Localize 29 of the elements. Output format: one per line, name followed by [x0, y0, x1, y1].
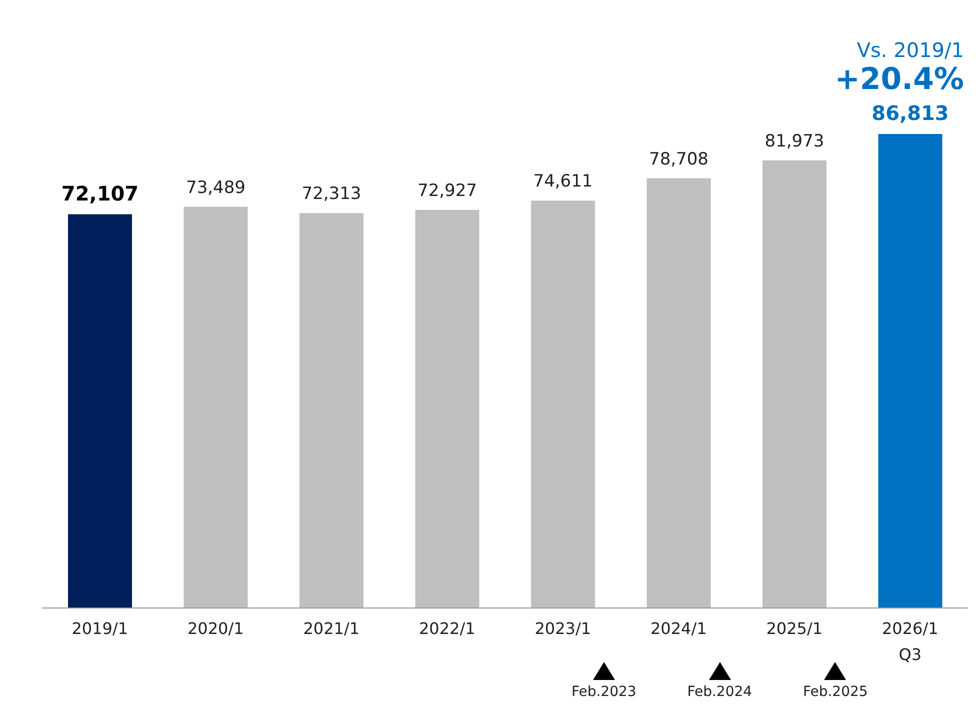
bar — [415, 210, 480, 608]
data-label: 72,107 — [61, 181, 139, 206]
x-tick-label: 2026/1 Q3 — [882, 619, 938, 664]
x-tick-label: 2019/1 — [72, 619, 128, 638]
data-label: 73,489 — [186, 178, 246, 198]
data-label: 81,973 — [764, 131, 824, 152]
bar — [878, 134, 942, 608]
text: Feb.2024 — [686, 684, 754, 700]
bar — [184, 206, 248, 608]
text: Feb.2025 — [802, 684, 869, 700]
x-tick-label: 2021/1 — [303, 619, 360, 638]
data-label: 78,708 — [649, 149, 708, 170]
data-label: 72,313 — [302, 184, 362, 204]
data-label: 86,813 — [872, 101, 949, 125]
text: Vs. 2019/1 — [856, 38, 964, 62]
x-tick-label: 2022/1 — [418, 619, 476, 638]
x-tick-label: 2023/1 — [534, 619, 592, 638]
bar — [646, 178, 711, 608]
bar — [68, 214, 132, 608]
text: Feb.2023 — [570, 684, 638, 700]
text: +20.4% — [834, 62, 964, 98]
bar — [762, 160, 826, 608]
bar — [300, 213, 364, 608]
x-tick-label: 2024/1 — [650, 619, 707, 638]
data-label: 72,927 — [418, 180, 477, 201]
x-tick-label: 2020/1 — [187, 619, 244, 638]
data-label: 74,611 — [533, 172, 593, 192]
bar — [531, 200, 595, 608]
x-tick-label: 2025/1 — [766, 619, 823, 638]
